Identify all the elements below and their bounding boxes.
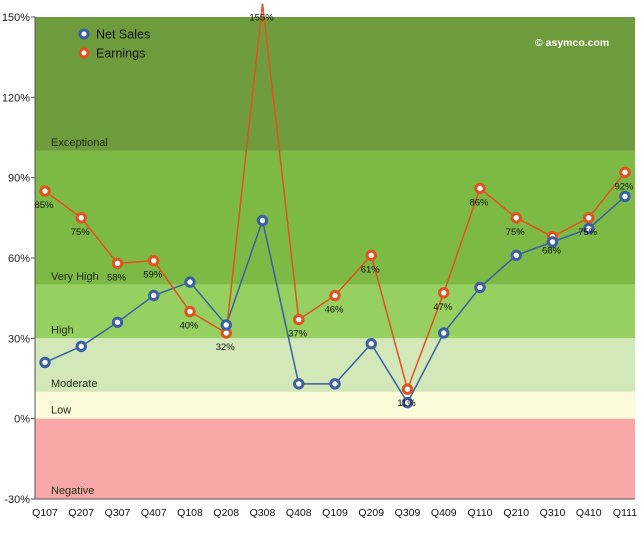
data-label-earnings: 75% — [71, 227, 91, 238]
data-point-net-sales — [401, 396, 414, 409]
data-point-earnings — [583, 212, 595, 224]
band-label-moderate: Moderate — [51, 378, 97, 390]
data-point-net-sales — [39, 356, 51, 369]
data-point-earnings — [39, 185, 51, 197]
x-tick-label: Q207 — [68, 507, 94, 519]
data-point-earnings — [75, 212, 87, 224]
data-point-net-sales — [619, 190, 631, 203]
x-tick-label: Q108 — [177, 507, 203, 519]
x-tick-label: Q310 — [540, 507, 566, 519]
data-label-earnings: 85% — [34, 200, 54, 211]
data-label-earnings: 47% — [433, 302, 453, 313]
data-point-earnings — [184, 305, 196, 318]
y-tick-label: 60% — [8, 253, 30, 265]
data-label-earnings: 37% — [288, 329, 308, 340]
data-point-earnings — [293, 313, 305, 326]
copyright-label: © asymco.com — [535, 37, 609, 49]
data-point-net-sales — [329, 378, 341, 390]
x-tick-label: Q407 — [141, 507, 167, 519]
x-tick-label: Q309 — [395, 507, 421, 519]
data-label-earnings: 11% — [397, 398, 416, 409]
band-label-negative: Negative — [51, 485, 94, 497]
legend-marker-net-sales — [78, 28, 90, 40]
x-tick-label: Q208 — [213, 507, 239, 519]
y-tick-label: 90% — [8, 173, 30, 185]
data-point-net-sales — [184, 276, 196, 288]
y-tick-label: 150% — [2, 12, 30, 24]
data-label-earnings: 155% — [249, 13, 274, 24]
data-point-net-sales — [474, 281, 486, 294]
data-point-net-sales — [256, 214, 269, 227]
data-point-net-sales — [148, 289, 160, 302]
data-point-earnings — [365, 249, 377, 262]
data-point-earnings — [619, 166, 631, 179]
x-tick-label: Q111 — [613, 507, 637, 519]
data-point-earnings — [510, 212, 522, 224]
band-low — [35, 391, 635, 419]
x-tick-label: Q110 — [468, 507, 493, 519]
legend: Net Sales Earnings — [78, 28, 150, 61]
band-label-high: High — [51, 324, 74, 336]
x-tick-label: Q107 — [32, 507, 58, 519]
data-label-earnings: 61% — [361, 264, 381, 275]
y-tick-label: 120% — [2, 92, 30, 104]
y-tick-label: -30% — [4, 494, 30, 506]
band-very-high — [35, 150, 635, 285]
data-point-net-sales — [111, 316, 124, 328]
data-label-earnings: 75% — [578, 227, 598, 238]
data-label-earnings: 92% — [614, 181, 634, 192]
data-point-net-sales — [293, 378, 305, 390]
data-point-net-sales — [583, 222, 595, 235]
data-label-earnings: 75% — [506, 227, 526, 238]
data-point-net-sales — [75, 340, 87, 353]
data-label-earnings: 58% — [107, 272, 127, 283]
legend-marker-earnings — [78, 47, 90, 59]
data-label-earnings: 40% — [179, 321, 199, 332]
data-point-earnings — [148, 254, 160, 267]
data-point-net-sales — [510, 249, 522, 262]
band-label-low: Low — [51, 405, 71, 417]
x-tick-label: Q410 — [576, 507, 602, 519]
data-point-earnings — [111, 257, 124, 270]
band-exceptional — [35, 17, 635, 151]
y-tick-label: 30% — [8, 333, 30, 345]
data-label-earnings: 46% — [324, 304, 344, 315]
data-label-earnings: 86% — [469, 197, 489, 208]
band-negative — [35, 418, 635, 499]
legend-label-net-sales: Net Sales — [96, 28, 150, 42]
data-point-earnings — [401, 383, 414, 395]
data-label-earnings: 59% — [143, 270, 163, 281]
x-tick-label: Q408 — [286, 507, 312, 519]
data-point-net-sales — [438, 327, 450, 339]
data-point-earnings — [329, 289, 341, 302]
data-point-net-sales — [546, 236, 559, 248]
x-tick-label: Q308 — [250, 507, 276, 519]
x-tick-label: Q209 — [358, 507, 384, 519]
x-tick-label: Q109 — [322, 507, 348, 519]
band-label-very-high: Very High — [51, 271, 99, 283]
legend-label-earnings: Earnings — [96, 47, 145, 61]
data-label-earnings: 68% — [542, 246, 562, 257]
data-point-earnings — [474, 182, 486, 195]
data-label-earnings: 32% — [216, 342, 236, 353]
x-tick-label: Q409 — [431, 507, 457, 519]
data-point-net-sales — [220, 319, 232, 331]
x-tick-label: Q307 — [105, 507, 131, 519]
y-tick-label: 0% — [14, 414, 30, 426]
data-point-net-sales — [365, 337, 377, 350]
x-tick-label: Q210 — [503, 507, 529, 519]
data-point-earnings — [438, 287, 450, 299]
band-label-exceptional: Exceptional — [51, 137, 108, 149]
